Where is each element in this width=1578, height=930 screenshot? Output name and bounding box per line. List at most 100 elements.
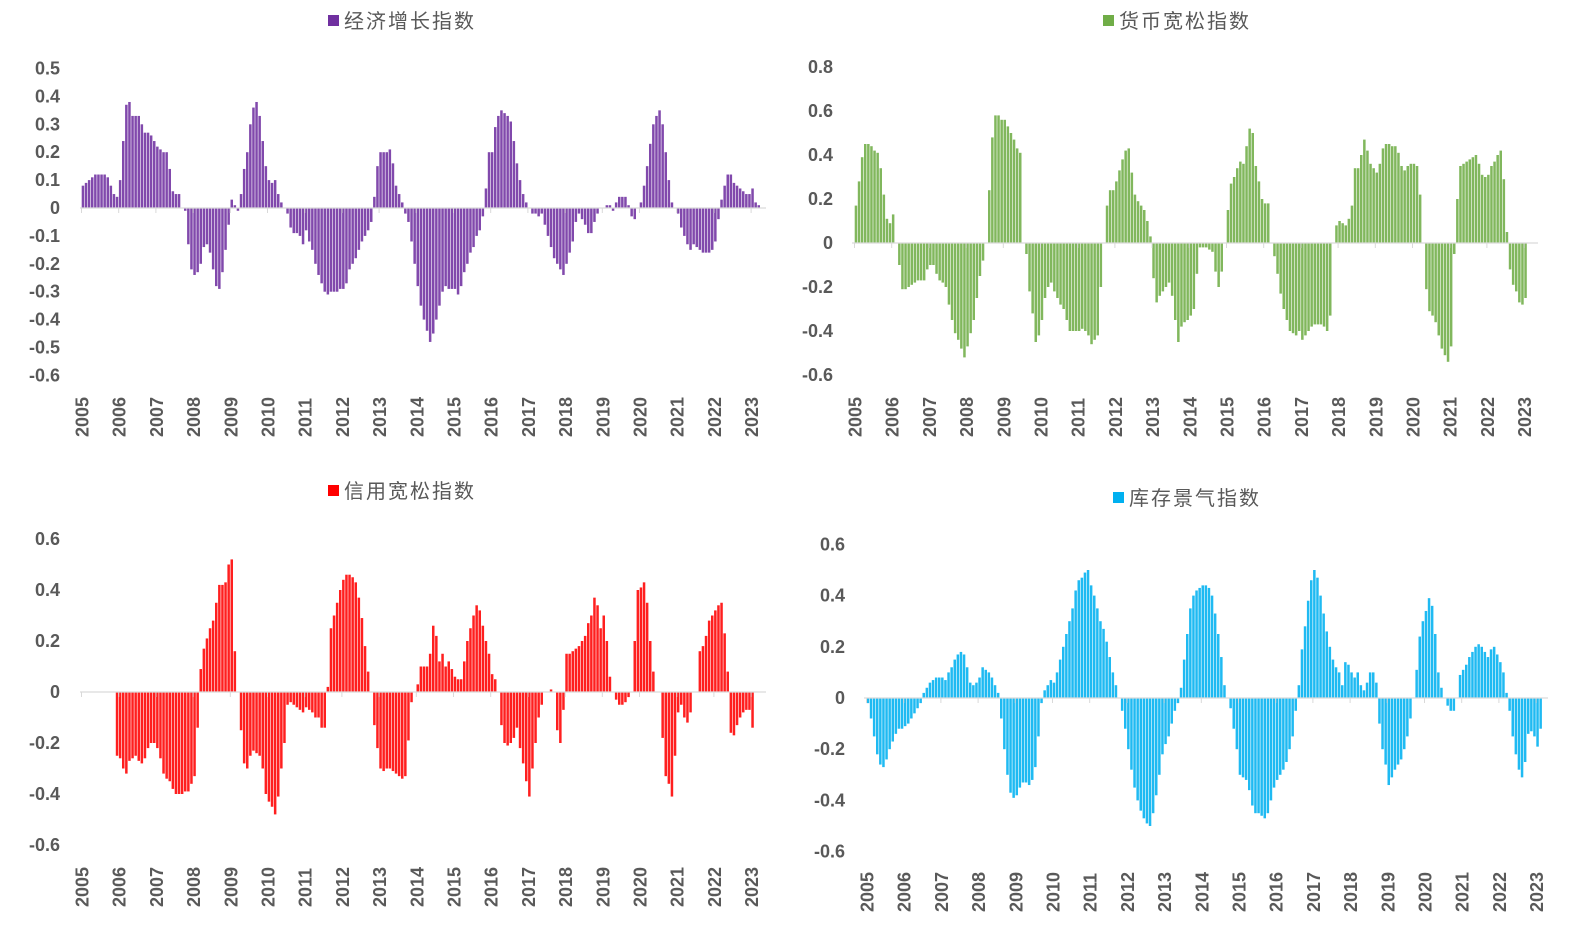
bar [1523,698,1527,762]
x-tick-label: 2008 [184,867,204,907]
bar [264,692,268,794]
bar [379,692,382,769]
bar [528,692,531,797]
bar [633,208,636,220]
bar [1143,210,1146,243]
bar [1397,152,1400,243]
bar [1037,243,1041,336]
bar [1294,698,1297,711]
bar [540,692,543,705]
bar [1133,698,1136,788]
bar [580,208,584,220]
x-tick-label: 2020 [1416,872,1436,912]
bar [928,682,932,698]
bar [456,208,460,295]
bar [500,692,503,726]
bar [202,648,206,692]
bar [583,635,587,692]
bar [645,166,649,208]
bar [1298,243,1301,331]
bar [304,208,308,231]
bar [1282,243,1285,309]
bar [122,141,125,208]
bar [649,641,652,692]
bar [639,587,643,692]
bar [326,686,330,692]
bar [246,692,249,769]
bar [1111,672,1115,698]
x-tick-label: 2010 [259,397,279,437]
bar [1198,243,1202,248]
bar [735,185,739,208]
y-tick-label: 0.3 [35,114,60,134]
bar [1124,698,1127,729]
bar [487,653,491,692]
bar [1053,243,1056,292]
bar [1236,168,1239,243]
bar [1384,144,1388,243]
bar [913,698,916,714]
bar [441,208,444,292]
x-tick-label: 2013 [1155,872,1175,912]
bar [1322,243,1326,327]
bar [106,177,109,208]
bar [134,692,137,756]
bar [1015,698,1018,796]
bar [385,152,388,208]
bar [1081,243,1084,329]
bar [1487,174,1490,243]
bar [1043,243,1047,298]
bar [506,692,509,746]
bar [1182,659,1186,698]
bar [1458,674,1462,698]
bar [1452,698,1456,711]
bar [351,208,354,264]
x-tick-label: 2013 [370,397,390,437]
bar [184,692,187,792]
x-tick-label: 2012 [333,397,353,437]
x-tick-label: 2023 [742,397,762,437]
x-tick-label: 2017 [519,867,539,907]
x-tick-label: 2007 [932,872,952,912]
bar [425,666,429,692]
bar [1176,698,1180,704]
bar [1068,243,1072,331]
bar [1465,161,1468,243]
y-tick-label: 0.4 [820,586,845,606]
bar [323,692,326,728]
bar [1282,698,1285,770]
bar [1359,685,1363,698]
bar [1356,672,1359,698]
bar [143,692,147,759]
bar-series [81,101,760,342]
x-tick-label: 2010 [1044,872,1064,912]
bar [1409,163,1413,243]
bar [1390,698,1394,778]
bar [565,653,568,692]
bar [1084,243,1087,331]
bar [738,692,742,718]
bar [1446,698,1449,706]
bar [394,185,398,208]
bar [900,698,904,729]
bar [670,202,674,208]
x-tick-label: 2021 [668,867,688,907]
bar [435,208,438,320]
bar [1306,600,1310,698]
bar [218,584,221,692]
bar [1399,698,1403,760]
bar [1177,243,1180,342]
x-tick-label: 2016 [482,397,502,437]
bar [1396,698,1400,765]
bar [1173,698,1177,711]
bar [1009,133,1013,243]
x-tick-label: 2014 [407,867,427,907]
bar [1195,590,1198,698]
bar [472,615,475,692]
bar [249,124,252,208]
bar [1530,698,1533,732]
bar [1266,698,1270,814]
bar [1096,243,1099,336]
bar [1065,634,1068,698]
bar [1425,243,1428,290]
